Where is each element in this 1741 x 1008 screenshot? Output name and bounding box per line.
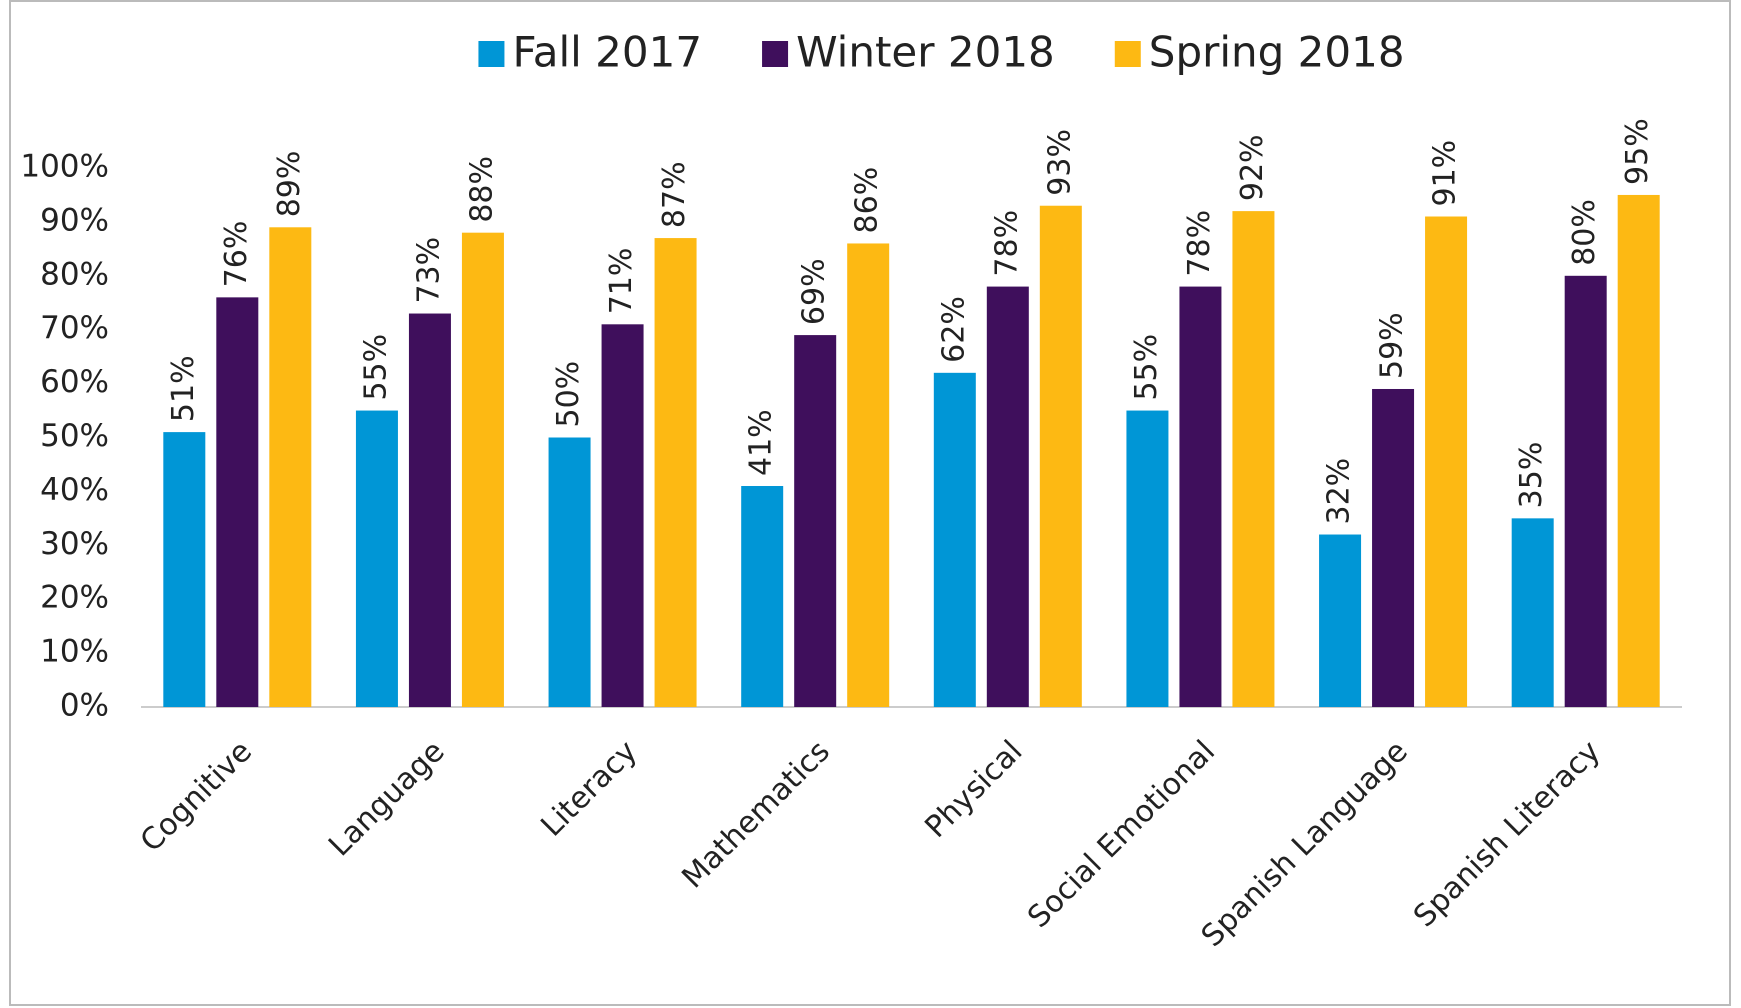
value-label: 71% bbox=[604, 248, 639, 315]
bar bbox=[461, 232, 504, 707]
value-label: 91% bbox=[1428, 140, 1463, 207]
bar bbox=[654, 238, 697, 707]
value-label: 59% bbox=[1375, 312, 1410, 379]
value-label: 51% bbox=[166, 355, 201, 422]
value-label: 89% bbox=[272, 151, 307, 218]
value-label: 92% bbox=[1235, 134, 1270, 201]
value-label: 69% bbox=[797, 258, 832, 325]
bar bbox=[163, 432, 206, 707]
y-tick-label: 80% bbox=[40, 256, 109, 292]
legend-label: Spring 2018 bbox=[1149, 28, 1405, 77]
y-tick-label: 0% bbox=[60, 688, 109, 724]
bar bbox=[1039, 205, 1082, 708]
y-tick-label: 60% bbox=[40, 364, 109, 400]
value-label: 86% bbox=[850, 167, 885, 234]
y-tick-label: 50% bbox=[40, 418, 109, 454]
y-tick-label: 20% bbox=[40, 580, 109, 616]
value-label: 88% bbox=[464, 156, 499, 223]
bar bbox=[269, 227, 312, 708]
bar bbox=[601, 324, 644, 707]
legend-label: Fall 2017 bbox=[512, 28, 702, 77]
value-label: 32% bbox=[1322, 458, 1357, 525]
bar bbox=[741, 486, 784, 707]
legend-swatch bbox=[762, 41, 789, 67]
value-label: 50% bbox=[551, 361, 586, 428]
bar bbox=[1617, 194, 1660, 707]
y-tick-label: 40% bbox=[40, 472, 109, 508]
value-label: 80% bbox=[1567, 199, 1602, 266]
value-label: 62% bbox=[936, 296, 971, 363]
bar bbox=[548, 437, 591, 707]
legend-swatch bbox=[478, 41, 505, 67]
bar bbox=[1179, 286, 1222, 707]
y-tick-label: 100% bbox=[20, 149, 109, 185]
value-label: 73% bbox=[411, 237, 446, 304]
bar bbox=[408, 313, 451, 707]
value-label: 78% bbox=[989, 210, 1024, 277]
bar bbox=[986, 286, 1029, 707]
legend-label: Winter 2018 bbox=[796, 28, 1055, 77]
bar bbox=[1319, 534, 1362, 707]
value-label: 41% bbox=[744, 409, 779, 476]
y-tick-label: 10% bbox=[40, 634, 109, 670]
bar bbox=[1564, 275, 1607, 707]
bar bbox=[1372, 388, 1415, 707]
value-label: 78% bbox=[1182, 210, 1217, 277]
value-label: 87% bbox=[657, 161, 692, 228]
y-tick-label: 30% bbox=[40, 526, 109, 562]
y-tick-label: 90% bbox=[40, 202, 109, 238]
bar bbox=[1425, 216, 1468, 707]
bar bbox=[1511, 518, 1554, 707]
bar bbox=[1126, 410, 1169, 707]
value-label: 93% bbox=[1042, 129, 1077, 196]
legend-swatch bbox=[1114, 41, 1141, 67]
value-label: 95% bbox=[1620, 118, 1655, 185]
value-label: 55% bbox=[358, 334, 393, 401]
bar bbox=[1232, 211, 1275, 707]
bar bbox=[847, 243, 890, 707]
bar bbox=[794, 335, 837, 707]
value-label: 55% bbox=[1129, 334, 1164, 401]
bar bbox=[933, 372, 976, 707]
value-label: 76% bbox=[219, 221, 254, 288]
bar bbox=[355, 410, 398, 707]
y-tick-label: 70% bbox=[40, 310, 109, 346]
bar bbox=[216, 297, 259, 707]
value-label: 35% bbox=[1514, 442, 1549, 509]
